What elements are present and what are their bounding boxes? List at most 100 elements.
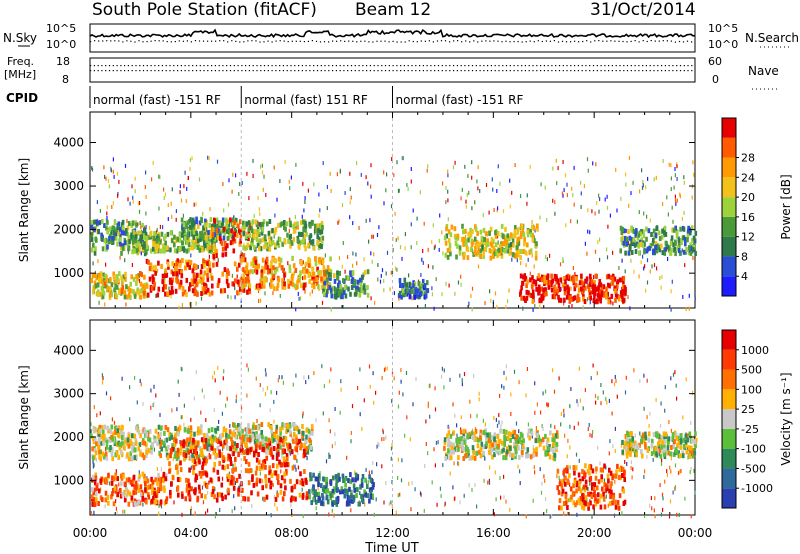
- echo-cell: [200, 291, 203, 296]
- echo-cell: [654, 241, 658, 246]
- echo-cell: [283, 471, 286, 477]
- echo-cell: [278, 262, 282, 268]
- echo-speckle: [672, 490, 674, 495]
- echo-cell: [92, 428, 96, 434]
- echo-cell: [336, 270, 339, 276]
- nsky-label: N.Sky: [3, 31, 37, 45]
- echo-speckle: [216, 159, 219, 164]
- echo-cell: [97, 431, 101, 437]
- echo-cell: [619, 290, 623, 296]
- freq-point: [350, 65, 353, 67]
- echo-cell: [316, 281, 319, 287]
- echo-speckle: [185, 199, 187, 204]
- echo-cell: [264, 436, 268, 442]
- nsearch-point: [352, 40, 354, 42]
- echo-cell: [257, 263, 260, 269]
- echo-cell: [214, 223, 218, 229]
- echo-cell: [134, 239, 138, 245]
- echo-speckle: [398, 188, 400, 193]
- echo-cell: [678, 238, 682, 244]
- nave-point: [392, 70, 394, 72]
- nsearch-point: [428, 40, 430, 42]
- echo-speckle: [529, 271, 531, 276]
- echo-speckle: [566, 454, 568, 459]
- nsearch-point: [202, 40, 205, 42]
- echo-cell: [92, 490, 95, 496]
- echo-cell: [129, 479, 133, 485]
- echo-speckle: [660, 512, 663, 517]
- echo-cell: [181, 493, 184, 499]
- echo-cell: [168, 431, 171, 437]
- echo-cell: [177, 492, 180, 498]
- echo-speckle: [427, 404, 429, 409]
- echo-cell: [162, 245, 166, 250]
- echo-speckle: [471, 487, 473, 492]
- freq-point: [362, 65, 364, 67]
- echo-speckle: [496, 189, 498, 193]
- echo-speckle: [671, 279, 673, 284]
- freq-point: [615, 65, 617, 67]
- echo-cell: [154, 493, 158, 498]
- echo-speckle: [496, 304, 498, 309]
- echo-speckle: [588, 423, 590, 427]
- echo-speckle: [668, 420, 670, 424]
- echo-cell: [105, 283, 108, 289]
- echo-cell: [581, 289, 584, 295]
- echo-cell: [218, 491, 221, 497]
- echo-speckle: [447, 424, 449, 429]
- echo-cell: [180, 217, 184, 223]
- nave-point: [608, 70, 610, 72]
- echo-speckle: [497, 234, 499, 239]
- echo-cell: [268, 449, 272, 455]
- echo-cell: [239, 423, 242, 429]
- echo-speckle: [465, 199, 467, 204]
- echo-cell: [153, 438, 156, 444]
- echo-cell: [536, 276, 540, 281]
- echo-cell: [238, 434, 242, 440]
- echo-speckle: [295, 307, 297, 312]
- echo-speckle: [349, 200, 351, 205]
- echo-cell: [259, 246, 263, 252]
- echo-speckle: [471, 286, 474, 291]
- freq-point: [294, 65, 296, 67]
- echo-cell: [257, 452, 260, 457]
- echo-cell: [652, 237, 655, 243]
- echo-speckle: [170, 201, 172, 206]
- echo-speckle: [471, 428, 474, 433]
- echo-cell: [250, 490, 253, 496]
- echo-speckle: [183, 422, 185, 427]
- echo-cell: [228, 429, 232, 435]
- echo-cell: [121, 491, 125, 497]
- echo-cell: [116, 476, 119, 482]
- echo-cell: [492, 239, 495, 244]
- freq-point: [381, 65, 383, 67]
- nave-point: [192, 70, 194, 72]
- echo-speckle: [273, 234, 275, 239]
- echo-cell: [253, 245, 256, 251]
- echo-cell: [202, 260, 205, 266]
- echo-cell: [148, 276, 152, 282]
- echo-cell: [314, 261, 318, 267]
- echo-cell: [135, 454, 138, 460]
- echo-speckle: [552, 368, 554, 373]
- echo-cell: [558, 297, 561, 303]
- echo-cell: [679, 226, 682, 232]
- nave-point: [513, 70, 515, 72]
- echo-cell: [678, 250, 682, 256]
- nave-point: [555, 70, 557, 72]
- echo-cell: [176, 469, 179, 475]
- echo-speckle: [558, 475, 560, 480]
- nave-point: [146, 70, 148, 72]
- echo-cell: [504, 226, 507, 232]
- echo-cell: [226, 456, 230, 462]
- echo-cell: [108, 226, 111, 232]
- echo-cell: [415, 293, 418, 299]
- echo-speckle: [299, 296, 302, 301]
- echo-cell: [177, 431, 180, 437]
- echo-speckle: [395, 510, 397, 515]
- echo-speckle: [329, 454, 331, 459]
- echo-cell: [242, 230, 246, 236]
- echo-cell: [263, 268, 266, 274]
- nave-point: [271, 70, 273, 72]
- echo-speckle: [546, 257, 548, 262]
